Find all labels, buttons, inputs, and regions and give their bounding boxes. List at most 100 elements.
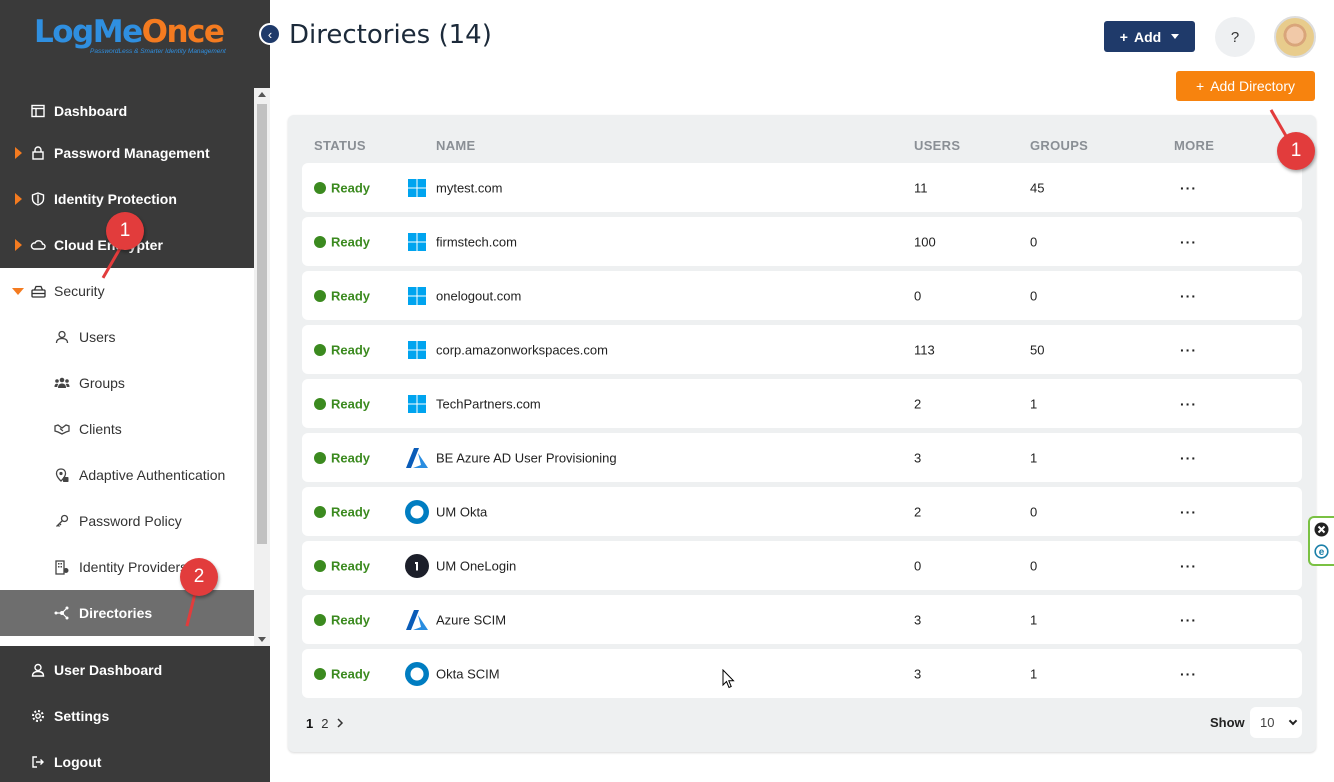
sidebar-item-dashboard[interactable]: Dashboard <box>0 88 254 134</box>
sidebar-item-groups[interactable]: Groups <box>0 360 254 406</box>
windows-logo-icon <box>405 284 429 308</box>
scrollbar-thumb[interactable] <box>257 104 267 544</box>
chevron-right-icon[interactable] <box>336 716 344 731</box>
adaptive-auth-icon <box>54 467 70 483</box>
page-size-label: Show <box>1210 715 1245 730</box>
user-count: 3 <box>914 666 922 681</box>
page-size-select[interactable]: 10 <box>1250 707 1302 738</box>
avatar[interactable] <box>1274 16 1316 58</box>
group-count: 50 <box>1030 342 1045 357</box>
table-row[interactable]: Ready corp.amazonworkspaces.com 113 50 ··· <box>302 325 1302 374</box>
table-row[interactable]: Ready Okta SCIM 3 1 ··· <box>302 649 1302 698</box>
okta-logo-icon <box>405 661 429 686</box>
group-count: 1 <box>1030 612 1038 627</box>
directory-name[interactable]: UM Okta <box>436 504 488 519</box>
sidebar-item-user-dashboard[interactable]: User Dashboard <box>0 647 270 693</box>
table-row[interactable]: Ready onelogout.com 0 0 ··· <box>302 271 1302 320</box>
sidebar-item-users[interactable]: Users <box>0 314 254 360</box>
more-options-button[interactable]: ··· <box>1180 503 1197 520</box>
status-text: Ready <box>331 450 371 465</box>
column-header-status[interactable]: STATUS <box>314 138 366 153</box>
status-text: Ready <box>331 234 371 249</box>
azure-logo-icon <box>405 446 429 470</box>
table-row[interactable]: Ready BE Azure AD User Provisioning 3 1 ··· <box>302 433 1302 482</box>
directory-network-icon <box>54 605 70 621</box>
user-count: 3 <box>914 450 922 465</box>
shield-icon <box>30 191 46 207</box>
user-count: 100 <box>914 234 936 249</box>
more-options-button[interactable]: ··· <box>1180 233 1197 250</box>
table-row[interactable]: Ready mytest.com 11 45 ··· <box>302 163 1302 212</box>
user-count: 2 <box>914 396 922 411</box>
table-row[interactable]: Ready Azure SCIM 3 1 ··· <box>302 595 1302 644</box>
page-title: Directories (14) <box>289 20 492 50</box>
handshake-icon <box>54 421 70 437</box>
table-row[interactable]: Ready TechPartners.com 2 1 ··· <box>302 379 1302 428</box>
status-text: Ready <box>331 396 371 411</box>
column-header-users[interactable]: USERS <box>914 138 961 153</box>
directory-name[interactable]: firmstech.com <box>436 234 517 249</box>
svg-text:e: e <box>1319 547 1325 558</box>
add-directory-button[interactable]: + Add Directory <box>1176 71 1315 101</box>
more-options-button[interactable]: ··· <box>1180 449 1197 466</box>
directory-name[interactable]: onelogout.com <box>436 288 522 303</box>
expand-arrow-icon <box>15 193 22 205</box>
browser-extension-widget[interactable]: e <box>1308 516 1334 566</box>
sidebar-item-clients[interactable]: Clients <box>0 406 254 452</box>
sidebar-item-security[interactable]: Security <box>0 268 254 314</box>
page-2-link[interactable]: 2 <box>321 716 329 731</box>
extension-e-icon[interactable]: e <box>1314 544 1329 564</box>
column-header-more: MORE <box>1174 138 1215 153</box>
add-dropdown-button[interactable]: + Add <box>1104 21 1195 52</box>
more-options-button[interactable]: ··· <box>1180 395 1197 412</box>
status-ready-dot <box>314 667 326 680</box>
more-options-button[interactable]: ··· <box>1180 287 1197 304</box>
scroll-up-icon[interactable] <box>258 92 266 97</box>
sidebar-scrollbar[interactable] <box>254 88 270 646</box>
close-icon[interactable] <box>1314 522 1329 542</box>
more-options-button[interactable]: ··· <box>1180 341 1197 358</box>
sidebar-item-password-management[interactable]: Password Management <box>0 130 254 176</box>
help-button[interactable]: ? <box>1215 17 1255 57</box>
more-options-button[interactable]: ··· <box>1180 611 1197 628</box>
sidebar-item-logout[interactable]: Logout <box>0 739 270 782</box>
user-count: 0 <box>914 558 922 573</box>
more-options-button[interactable]: ··· <box>1180 179 1197 196</box>
column-header-groups[interactable]: GROUPS <box>1030 138 1089 153</box>
group-count: 1 <box>1030 666 1038 681</box>
lock-icon <box>30 145 46 161</box>
page-1-link[interactable]: 1 <box>306 716 314 731</box>
table-row[interactable]: Ready firmstech.com 100 0 ··· <box>302 217 1302 266</box>
status-text: Ready <box>331 666 371 681</box>
cloud-icon <box>30 237 46 253</box>
directory-name[interactable]: Azure SCIM <box>436 612 507 627</box>
directory-name[interactable]: TechPartners.com <box>436 396 541 411</box>
scroll-down-icon[interactable] <box>258 637 266 642</box>
windows-logo-icon <box>405 338 429 362</box>
directory-name[interactable]: corp.amazonworkspaces.com <box>436 342 608 357</box>
expand-arrow-icon <box>15 239 22 251</box>
key-icon <box>54 513 70 529</box>
security-icon <box>30 283 46 299</box>
directory-name[interactable]: Okta SCIM <box>436 666 500 681</box>
more-options-button[interactable]: ··· <box>1180 557 1197 574</box>
status-ready-dot <box>314 559 326 572</box>
collapse-sidebar-button[interactable]: ‹ <box>259 23 281 45</box>
status-ready-dot <box>314 181 326 194</box>
sidebar-item-directories[interactable]: Directories <box>0 590 254 636</box>
status-ready-dot <box>314 235 326 248</box>
table-row[interactable]: Ready UM Okta 2 0 ··· <box>302 487 1302 536</box>
status-ready-dot <box>314 451 326 464</box>
sidebar-item-password-policy[interactable]: Password Policy <box>0 498 254 544</box>
status-text: Ready <box>331 504 371 519</box>
user-icon <box>30 662 46 678</box>
directory-name[interactable]: mytest.com <box>436 180 503 195</box>
sidebar-item-settings[interactable]: Settings <box>0 693 270 739</box>
directory-name[interactable]: UM OneLogin <box>436 558 517 573</box>
table-row[interactable]: Ready UM OneLogin 0 0 ··· <box>302 541 1302 590</box>
more-options-button[interactable]: ··· <box>1180 665 1197 682</box>
sidebar-item-adaptive-authentication[interactable]: Adaptive Authentication <box>0 452 254 498</box>
okta-logo-icon <box>405 499 429 524</box>
column-header-name[interactable]: NAME <box>436 138 476 153</box>
directory-name[interactable]: BE Azure AD User Provisioning <box>436 450 617 465</box>
